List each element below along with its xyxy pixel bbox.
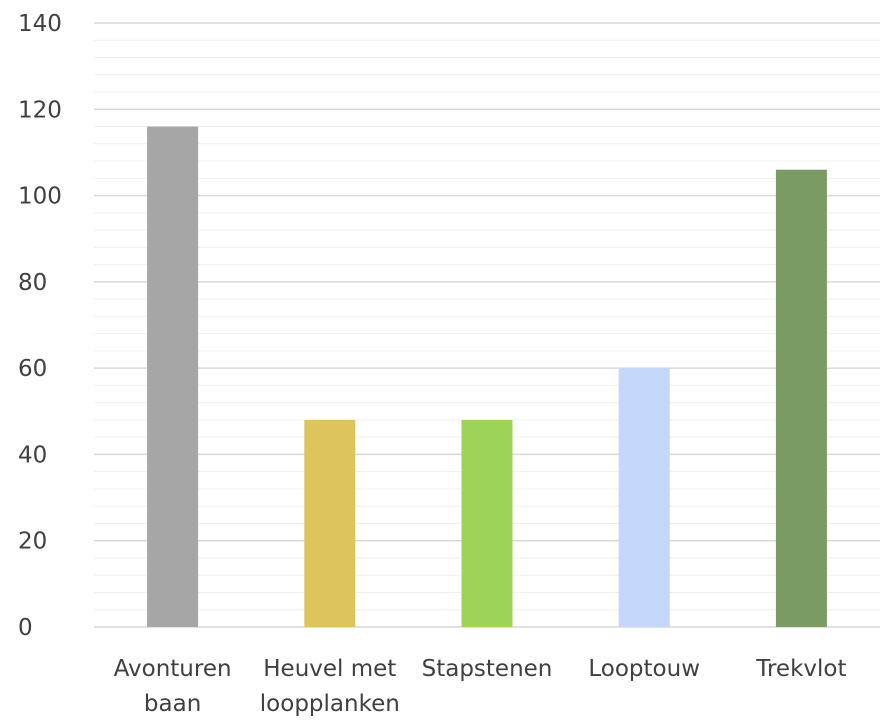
x-tick-label: Trekvlot — [755, 656, 846, 682]
y-tick-label: 20 — [18, 529, 47, 555]
x-tick-label: Stapstenen — [422, 656, 553, 682]
x-tick-label: Looptouw — [588, 656, 700, 682]
y-tick-label: 60 — [18, 356, 47, 382]
bar-3 — [618, 368, 670, 627]
x-tick-label: Heuvel met loopplanken — [260, 656, 400, 717]
y-axis-tick-labels: 0 20 40 60 80 100 120 140 — [18, 11, 62, 641]
bar-4 — [775, 169, 827, 627]
x-axis-category-labels: Avonturen baan Heuvel met loopplanken Stapst… — [114, 656, 847, 717]
y-tick-label: 140 — [18, 11, 62, 37]
bars — [147, 126, 827, 628]
y-tick-label: 40 — [18, 442, 47, 468]
x-tick-label-line: Trekvlot — [755, 656, 846, 682]
x-tick-label-line: Heuvel met — [263, 656, 396, 682]
bar-1 — [304, 419, 356, 627]
y-tick-label: 100 — [18, 184, 62, 210]
x-tick-label-line: Avonturen — [114, 656, 232, 682]
y-tick-label: 120 — [18, 97, 62, 123]
x-tick-label: Avonturen baan — [114, 656, 232, 717]
y-tick-label: 80 — [18, 270, 47, 296]
x-tick-label-line: Stapstenen — [422, 656, 553, 682]
bar-0 — [147, 126, 199, 628]
x-tick-label-line: loopplanken — [260, 691, 400, 717]
y-tick-label: 0 — [18, 615, 33, 641]
x-tick-label-line: Looptouw — [588, 656, 700, 682]
x-tick-label-line: baan — [144, 691, 201, 717]
bar-2 — [461, 419, 513, 627]
